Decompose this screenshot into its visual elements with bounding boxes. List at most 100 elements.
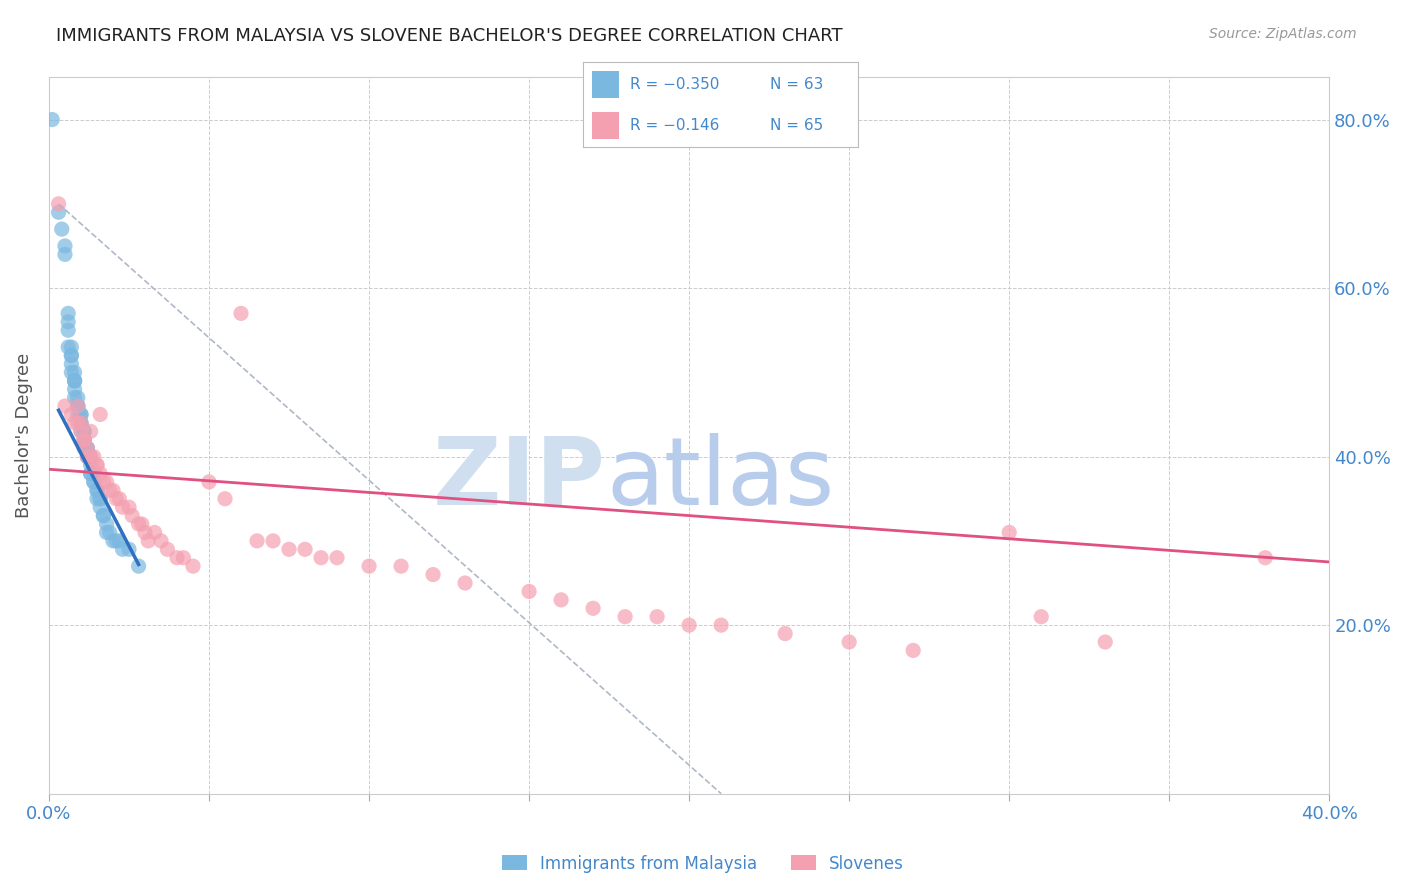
Point: [172, 550, 194, 565]
Point: [60, 349, 83, 363]
Point: [73, 433, 96, 447]
Point: [278, 542, 301, 557]
Text: atlas: atlas: [606, 433, 834, 524]
Point: [134, 525, 156, 540]
Text: IMMIGRANTS FROM MALAYSIA VS SLOVENE BACHELOR'S DEGREE CORRELATION CHART: IMMIGRANTS FROM MALAYSIA VS SLOVENE BACH…: [56, 27, 842, 45]
Point: [773, 626, 796, 640]
Point: [48, 205, 70, 219]
Point: [89, 491, 111, 506]
Text: N = 65: N = 65: [770, 118, 823, 133]
Point: [66, 399, 89, 413]
Point: [53, 399, 76, 413]
Point: [550, 592, 572, 607]
Point: [63, 374, 86, 388]
Point: [63, 365, 86, 379]
Point: [93, 508, 115, 523]
Point: [79, 425, 101, 439]
Point: [66, 399, 89, 413]
Point: [143, 525, 166, 540]
Point: [76, 441, 98, 455]
Point: [101, 533, 124, 548]
Point: [76, 450, 98, 464]
Point: [41, 112, 63, 127]
Point: [60, 357, 83, 371]
Point: [63, 391, 86, 405]
Point: [63, 416, 86, 430]
Point: [51, 222, 73, 236]
Point: [79, 458, 101, 472]
Point: [93, 475, 115, 489]
Point: [309, 550, 332, 565]
Point: [83, 450, 105, 464]
Point: [70, 416, 93, 430]
Text: R = −0.146: R = −0.146: [630, 118, 720, 133]
Point: [76, 441, 98, 455]
Point: [86, 458, 108, 472]
Point: [89, 500, 111, 515]
Point: [93, 508, 115, 523]
Point: [111, 542, 134, 557]
Point: [66, 391, 89, 405]
Point: [105, 491, 128, 506]
Point: [98, 525, 121, 540]
Point: [60, 340, 83, 354]
Point: [454, 576, 477, 591]
Point: [70, 416, 93, 430]
Point: [294, 542, 316, 557]
Point: [998, 525, 1021, 540]
Y-axis label: Bachelor's Degree: Bachelor's Degree: [15, 353, 32, 518]
Point: [73, 441, 96, 455]
Point: [73, 433, 96, 447]
Point: [79, 467, 101, 481]
Point: [79, 467, 101, 481]
Point: [517, 584, 540, 599]
Point: [89, 467, 111, 481]
Point: [1031, 609, 1053, 624]
Point: [1094, 635, 1116, 649]
Point: [582, 601, 605, 615]
Point: [262, 533, 284, 548]
Point: [678, 618, 700, 632]
Point: [73, 425, 96, 439]
Point: [96, 525, 118, 540]
Point: [63, 374, 86, 388]
Point: [66, 399, 89, 413]
Point: [60, 408, 83, 422]
Point: [70, 408, 93, 422]
Point: [614, 609, 637, 624]
Point: [48, 197, 70, 211]
Point: [79, 450, 101, 464]
Point: [111, 500, 134, 515]
Point: [83, 475, 105, 489]
Point: [86, 483, 108, 498]
Point: [86, 483, 108, 498]
Point: [73, 425, 96, 439]
Point: [70, 425, 93, 439]
Text: N = 63: N = 63: [770, 77, 824, 92]
Text: R = −0.350: R = −0.350: [630, 77, 720, 92]
Point: [53, 239, 76, 253]
Point: [56, 340, 79, 354]
Point: [66, 399, 89, 413]
Point: [1254, 550, 1277, 565]
Point: [73, 433, 96, 447]
Point: [118, 542, 141, 557]
Point: [357, 559, 380, 574]
Point: [66, 416, 89, 430]
Point: [70, 416, 93, 430]
Point: [79, 450, 101, 464]
Point: [422, 567, 444, 582]
Point: [101, 483, 124, 498]
Point: [70, 408, 93, 422]
Point: [246, 533, 269, 548]
Point: [98, 483, 121, 498]
Point: [156, 542, 179, 557]
Point: [66, 408, 89, 422]
Point: [121, 508, 143, 523]
Point: [901, 643, 924, 657]
Point: [326, 550, 349, 565]
Point: [76, 450, 98, 464]
Point: [136, 533, 159, 548]
Point: [83, 467, 105, 481]
Point: [73, 433, 96, 447]
